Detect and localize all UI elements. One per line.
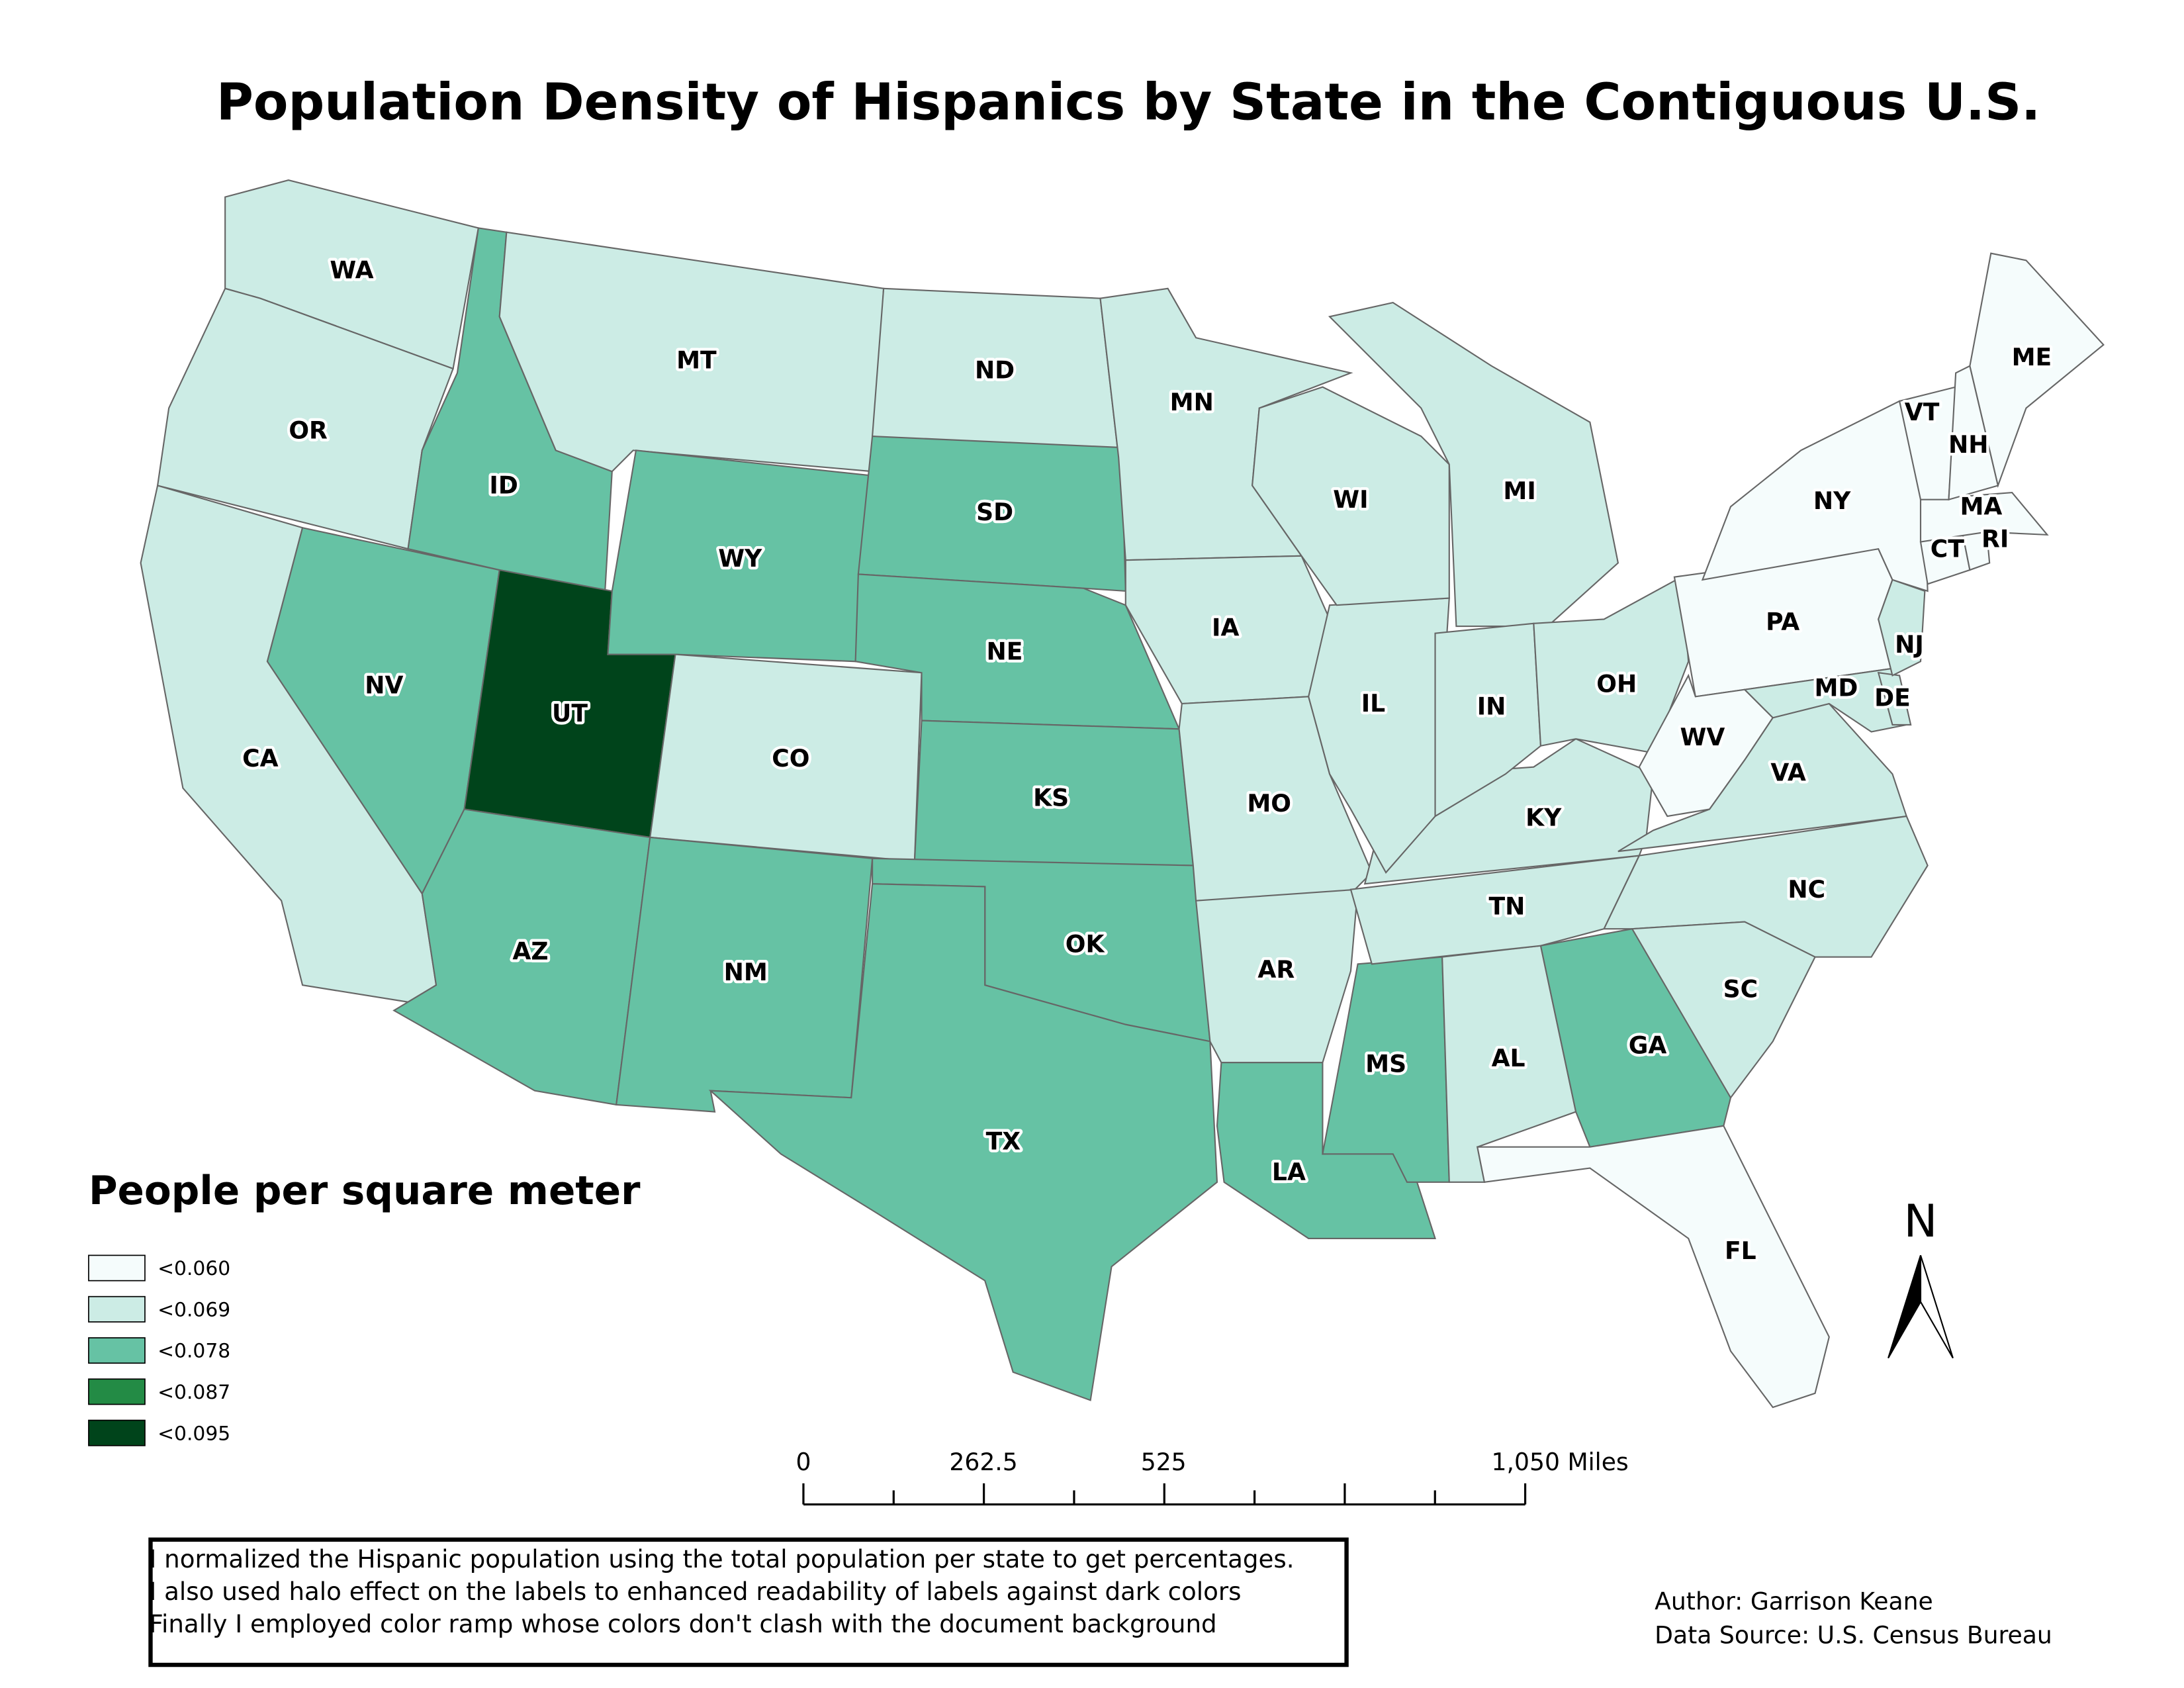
state-label: VA [1770,758,1806,786]
state-label: SC [1723,975,1758,1004]
map-layout: Population Density of Hispanics by State… [88,73,2105,1667]
north-arrow [1919,1255,1954,1359]
legend-swatch [88,1254,146,1282]
state [857,435,1126,592]
note: I also used halo effect on the labels to… [149,1577,1241,1606]
state-label: OR [289,416,328,445]
notes-box [148,1537,1349,1667]
state-label: IL [1361,689,1385,718]
state-label: NV [365,671,403,699]
state-label: KS [1033,784,1069,812]
state-label: OH [1596,669,1637,698]
legend-label: <0.095 [158,1422,230,1445]
legend-label: <0.087 [158,1381,230,1404]
state-label: TN [1489,892,1525,920]
state [1919,491,2049,543]
north-arrow [1888,1255,1922,1359]
state-label: AL [1492,1044,1525,1072]
state-label: MS [1365,1049,1406,1078]
state-label: IA [1212,613,1239,641]
states [140,179,2105,1409]
state [1878,579,1926,677]
state [1328,301,1619,628]
state-label: MO [1247,789,1291,818]
state [708,883,1218,1401]
state-label: VT [1905,398,1940,426]
state-label: LA [1272,1158,1306,1186]
legend-label: <0.078 [158,1340,230,1363]
state-label: MT [676,346,717,374]
legend-label: <0.060 [158,1257,230,1280]
state-label: TX [986,1127,1021,1155]
state-label: NC [1788,875,1825,904]
state-label: MD [1814,674,1858,702]
north-label: N [1904,1196,1938,1248]
scale-bar: 0 262.5 525 1,050 Miles [796,1448,1629,1506]
state-label: DE [1874,684,1911,712]
legend-swatch [88,1378,146,1405]
state-label: CA [242,744,279,773]
note: Finally I employed color ramp whose colo… [149,1609,1216,1638]
state-label: NE [987,637,1023,665]
state-label: AR [1257,955,1295,984]
state-labels: WA OR CA NV ID MT UT WY CO AZ NM ND SD NE KS OK TX MN IA MO… [240,253,2055,1268]
data-source: Data Source: U.S. Census Bureau [1655,1621,2052,1650]
scale-label: 262.5 [949,1448,1017,1476]
state-label: SD [976,498,1013,526]
state-label: NJ [1895,630,1924,659]
state-label: NY [1813,487,1851,515]
state-label: WV [1680,723,1725,751]
state-label: NH [1948,430,1988,459]
state-label: MN [1170,388,1214,416]
legend-title: People per square meter [89,1168,641,1214]
legend-swatch [88,1295,146,1323]
state-label: RI [1981,524,2009,553]
state-label: OK [1066,930,1106,959]
state-label: GA [1629,1031,1667,1060]
state-label: IN [1477,692,1506,720]
state-label: WI [1333,485,1368,514]
state [1969,252,2105,489]
scale-label: 0 [796,1448,811,1476]
state-label: NM [724,958,768,986]
state-label: ID [489,471,518,500]
state-label: ND [975,355,1015,384]
state [1216,1062,1436,1239]
state-label: UT [552,699,588,727]
state-label: WA [330,256,373,284]
map-title: Population Density of Hispanics by State… [216,73,2040,132]
author: Author: Garrison Keane [1655,1587,1933,1616]
state-label: FL [1725,1237,1756,1265]
scale-label: 525 [1141,1448,1187,1476]
state [1477,1125,1830,1409]
state-label: CT [1931,534,1965,563]
state-label: WY [718,544,762,573]
state-label: CO [772,744,809,773]
state-label: MA [1960,492,2002,520]
state-label: KY [1525,803,1562,831]
state-label: ME [2012,343,2052,371]
legend-swatch [88,1419,146,1446]
legend: <0.060 <0.069 <0.078 <0.087 <0.095 [88,1254,230,1446]
state [1251,386,1450,606]
legend-swatch [88,1337,146,1364]
note: I normalized the Hispanic population usi… [149,1544,1294,1573]
scale-label: 1,050 Miles [1492,1448,1629,1476]
legend-label: <0.069 [158,1298,230,1321]
state-label: AZ [512,937,548,965]
state-label: MI [1503,477,1535,505]
state-label: PA [1766,608,1799,636]
state [1434,622,1542,818]
